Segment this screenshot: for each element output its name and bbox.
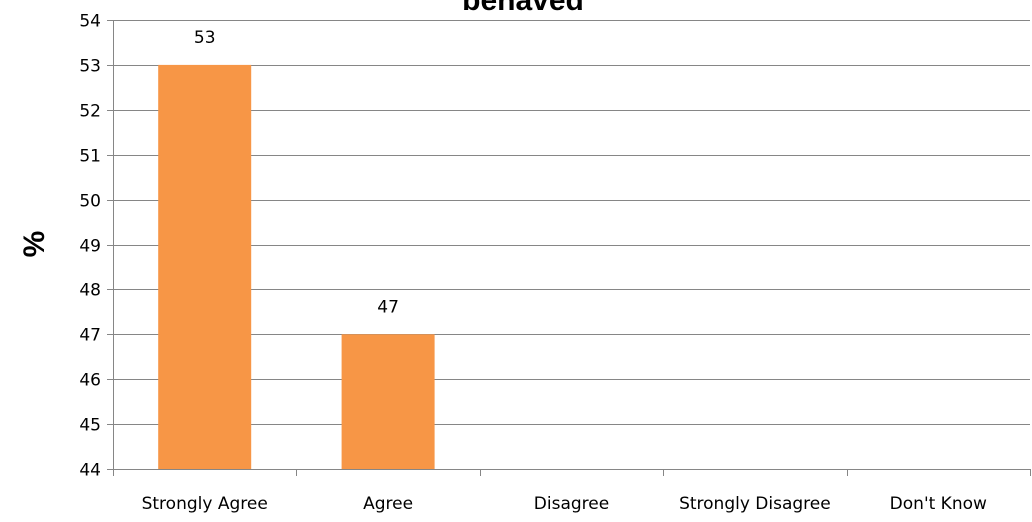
x-tick-label: Strongly Agree [142,494,268,514]
y-tick-label: 47 [79,326,101,346]
x-tick-label: Strongly Disagree [679,494,831,514]
bars [158,64,435,470]
y-tick-label: 46 [79,371,101,391]
data-labels: 53 47 [194,28,399,317]
y-tick-label: 53 [79,57,101,77]
y-axis: 44 45 46 47 48 49 50 51 52 53 54 [79,12,114,481]
y-axis-label: % [18,231,51,258]
x-tick-label: Disagree [534,494,609,514]
y-tick-label: 48 [79,281,101,301]
y-tick-label: 52 [79,102,101,122]
x-tick-label: Don't Know [890,494,987,514]
y-tick-label: 44 [79,461,101,481]
y-tick-label: 49 [79,237,101,257]
data-label: 53 [194,28,216,48]
x-axis: Strongly Agree Agree Disagree Strongly Disa… [113,469,1031,514]
x-tick-label: Agree [363,494,413,514]
y-tick-label: 54 [79,12,101,32]
data-label: 47 [377,297,399,317]
y-tick-label: 45 [79,416,101,436]
bar [158,64,252,470]
y-tick-label: 51 [79,147,101,167]
gridlines [113,20,1030,425]
bar [341,334,435,469]
chart-title: behaved [462,0,584,17]
y-tick-label: 50 [79,192,101,212]
